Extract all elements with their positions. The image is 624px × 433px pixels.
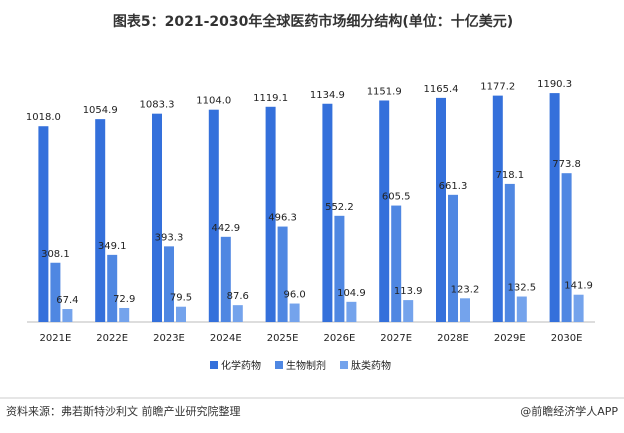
bar bbox=[176, 306, 186, 322]
bar bbox=[50, 262, 61, 322]
x-tick-label: 2021E bbox=[40, 333, 72, 344]
bar bbox=[346, 301, 357, 322]
value-label: 113.9 bbox=[394, 286, 423, 297]
footer: @前瞻经济学人APP bbox=[520, 404, 618, 418]
value-label: 141.9 bbox=[564, 281, 593, 292]
legend-swatch bbox=[340, 361, 348, 369]
bar bbox=[164, 246, 174, 322]
value-label: 1190.3 bbox=[537, 79, 572, 90]
bar bbox=[516, 296, 527, 322]
bar bbox=[220, 236, 231, 322]
x-tick-label: 2024E bbox=[210, 333, 242, 344]
legend-label: 化学药物 bbox=[221, 359, 261, 372]
value-label: 1083.3 bbox=[140, 100, 175, 111]
legend-swatch bbox=[210, 361, 218, 369]
legend-label: 生物制剂 bbox=[286, 359, 326, 372]
value-label: 308.1 bbox=[41, 249, 70, 260]
value-label: 1054.9 bbox=[83, 105, 118, 116]
x-tick-label: 2029E bbox=[494, 333, 526, 344]
bar bbox=[403, 300, 414, 322]
value-label: 1119.1 bbox=[253, 93, 288, 104]
value-label: 393.3 bbox=[155, 232, 184, 243]
value-label: 1165.4 bbox=[424, 84, 459, 95]
value-label: 718.1 bbox=[495, 170, 524, 181]
bar bbox=[62, 309, 73, 322]
value-label: 1177.2 bbox=[480, 82, 515, 93]
bar bbox=[379, 100, 390, 322]
bar bbox=[504, 183, 515, 322]
bar bbox=[208, 109, 219, 322]
x-tick-label: 2025E bbox=[267, 333, 299, 344]
value-label: 104.9 bbox=[337, 288, 366, 299]
bar bbox=[119, 307, 130, 322]
bar bbox=[107, 254, 118, 322]
value-label: 72.9 bbox=[113, 294, 135, 305]
value-label: 67.4 bbox=[56, 295, 78, 306]
bar bbox=[289, 303, 300, 322]
legend-swatch bbox=[275, 361, 283, 369]
bar bbox=[436, 97, 446, 322]
value-label: 1104.0 bbox=[196, 96, 231, 107]
value-label: 132.5 bbox=[507, 283, 536, 294]
value-label: 123.2 bbox=[451, 284, 480, 295]
bar bbox=[152, 113, 162, 322]
bar bbox=[232, 305, 243, 322]
bar bbox=[38, 126, 49, 322]
bar bbox=[334, 215, 345, 322]
bar bbox=[95, 119, 106, 322]
x-tick-label: 2023E bbox=[153, 333, 185, 344]
x-tick-label: 2030E bbox=[551, 333, 583, 344]
value-label: 1018.0 bbox=[26, 112, 61, 123]
value-label: 87.6 bbox=[227, 291, 249, 302]
x-tick-label: 2027E bbox=[380, 333, 412, 344]
value-label: 349.1 bbox=[98, 241, 127, 252]
bar bbox=[549, 93, 560, 322]
value-label: 79.5 bbox=[170, 293, 192, 304]
chart-title: 图表5：2021-2030年全球医药市场细分结构(单位：十亿美元) bbox=[113, 13, 513, 30]
bar bbox=[277, 226, 288, 322]
value-label: 605.5 bbox=[382, 192, 411, 203]
value-label: 1134.9 bbox=[310, 90, 345, 101]
bar bbox=[448, 194, 458, 322]
value-label: 1151.9 bbox=[367, 86, 402, 97]
bar bbox=[322, 103, 333, 322]
value-label: 442.9 bbox=[211, 223, 240, 234]
value-label: 552.2 bbox=[325, 202, 354, 213]
legend-label: 肽类药物 bbox=[351, 359, 391, 372]
source: 资料来源：弗若斯特沙利文 前瞻产业研究院整理 bbox=[6, 404, 241, 418]
bar bbox=[492, 95, 503, 322]
value-label: 96.0 bbox=[283, 290, 305, 301]
bar bbox=[573, 294, 584, 322]
x-tick-label: 2028E bbox=[437, 333, 469, 344]
value-label: 661.3 bbox=[439, 181, 468, 192]
bar bbox=[460, 298, 470, 322]
value-label: 773.8 bbox=[552, 159, 581, 170]
x-tick-label: 2022E bbox=[96, 333, 128, 344]
bar bbox=[265, 106, 276, 323]
bar bbox=[561, 173, 572, 322]
bar bbox=[391, 205, 402, 322]
value-label: 496.3 bbox=[268, 213, 297, 224]
x-tick-label: 2026E bbox=[324, 333, 356, 344]
